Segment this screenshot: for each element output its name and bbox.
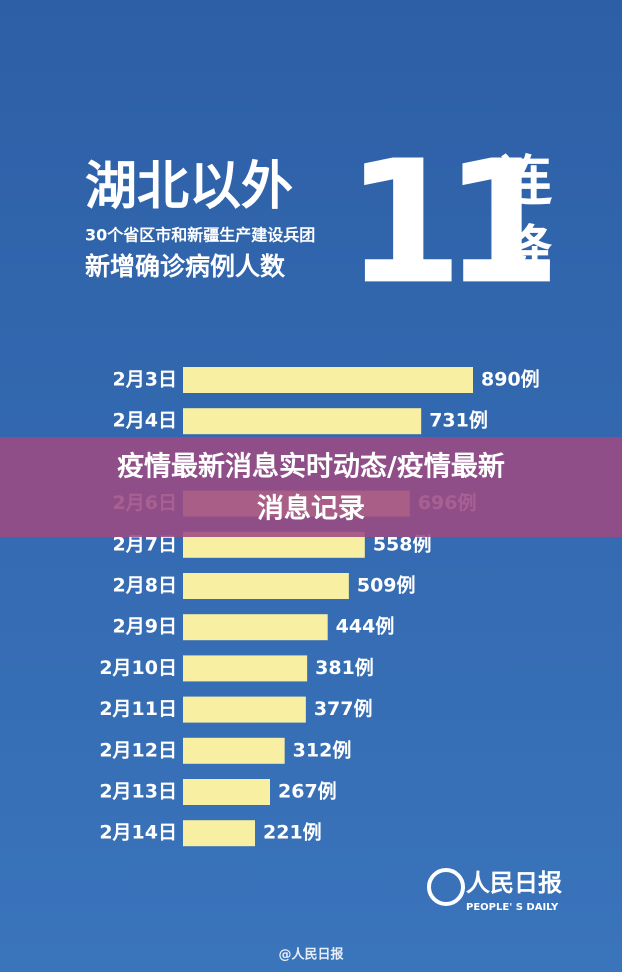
value-label: 377例 [314,697,373,720]
value-label: 890例 [481,368,540,391]
banner [0,437,622,537]
value-label: 731例 [429,409,488,432]
category-label: 2月14日 [99,822,177,844]
headline-number: 11 [345,124,550,322]
subtitle: 30个省区市和新疆生产建设兵团 [85,226,315,245]
bar [183,367,473,393]
value-label: 444例 [336,615,395,638]
footer: @人民日报 [278,947,344,963]
banner-text: 消息记录 [257,493,365,525]
value-label: 221例 [263,821,322,844]
value-label: 558例 [373,532,432,555]
value-label: 312例 [293,738,352,761]
category-label: 2月3日 [113,369,177,391]
category-label: 2月12日 [99,739,177,761]
bar [183,408,422,435]
banner-text: 疫情最新消息实时动态/疫情最新 [117,451,505,483]
category-label: 2月11日 [99,698,177,720]
category-label: 2月10日 [99,657,177,679]
value-label: 509例 [357,574,416,597]
subtitle: 新增确诊病例人数 [85,252,286,281]
bar [183,737,285,764]
logo-icon [427,868,465,906]
bar [183,779,270,805]
bar [183,655,308,682]
bar [183,573,349,599]
category-label: 2月9日 [113,616,177,638]
category-label: 2月7日 [113,533,177,555]
category-label: 2月8日 [113,575,177,597]
bar [183,696,306,723]
headline-text: 连 [498,150,552,213]
title: 湖北以外 [85,157,293,217]
value-label: 267例 [278,780,337,803]
category-label: 2月13日 [99,781,177,803]
category-label: 2月4日 [113,410,177,432]
logo-english: PEOPLE' S DAILY [466,902,559,913]
value-label: 381例 [315,656,374,679]
bar [183,820,256,847]
logo-name: 人民日报 [466,869,562,897]
headline-text: 降 [498,220,552,283]
bar [183,614,328,641]
